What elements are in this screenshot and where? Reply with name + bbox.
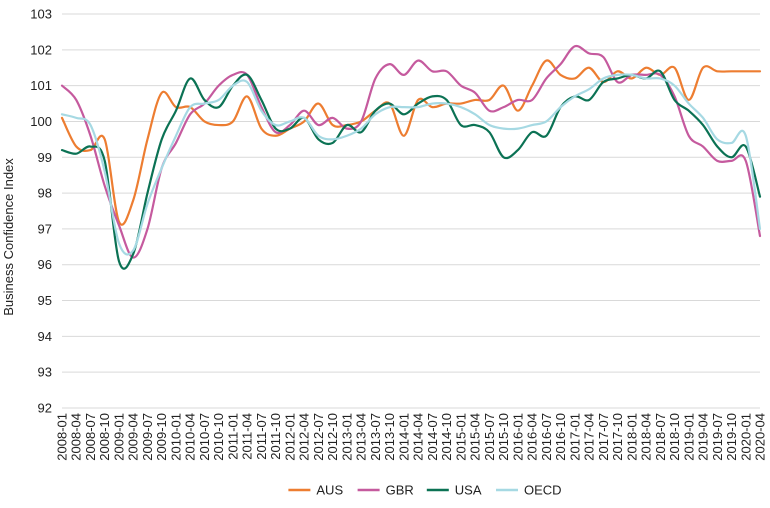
x-tick-label: 2015-10 bbox=[496, 413, 511, 461]
x-tick-label: 2018-10 bbox=[667, 413, 682, 461]
x-tick-label: 2012-10 bbox=[325, 413, 340, 461]
y-axis-ticks: 92 93 94 95 96 97 98 99 100 101 102 103 bbox=[30, 7, 52, 416]
x-tick-label: 2018-01 bbox=[624, 413, 639, 461]
x-tick-label: 2020-04 bbox=[753, 413, 768, 461]
y-tick-label: 93 bbox=[38, 365, 52, 380]
x-tick-label: 2013-10 bbox=[382, 413, 397, 461]
x-tick-label: 2015-07 bbox=[482, 413, 497, 461]
x-tick-label: 2018-07 bbox=[653, 413, 668, 461]
legend-label-oecd: OECD bbox=[524, 483, 562, 498]
x-tick-label: 2016-10 bbox=[553, 413, 568, 461]
x-tick-label: 2010-10 bbox=[211, 413, 226, 461]
y-tick-label: 94 bbox=[38, 329, 52, 344]
x-tick-label: 2008-10 bbox=[97, 413, 112, 461]
x-tick-label: 2012-01 bbox=[282, 413, 297, 461]
series-line-oecd bbox=[60, 73, 762, 256]
x-tick-label: 2019-04 bbox=[696, 413, 711, 461]
legend-label-usa: USA bbox=[455, 483, 482, 498]
x-tick-label: 2010-07 bbox=[197, 413, 212, 461]
x-tick-label: 2016-04 bbox=[525, 413, 540, 461]
x-tick-label: 2008-04 bbox=[69, 413, 84, 461]
x-tick-label: 2014-10 bbox=[439, 413, 454, 461]
x-tick-label: 2019-07 bbox=[710, 413, 725, 461]
series-line-gbr bbox=[60, 44, 762, 259]
x-tick-label: 2019-10 bbox=[724, 413, 739, 461]
x-tick-label: 2014-07 bbox=[425, 413, 440, 461]
x-tick-label: 2009-07 bbox=[140, 413, 155, 461]
x-tick-label: 2014-04 bbox=[411, 413, 426, 461]
legend: AUS GBR USA OECD bbox=[288, 483, 562, 498]
x-tick-label: 2009-04 bbox=[126, 413, 141, 461]
series-line-usa bbox=[60, 69, 762, 270]
legend-label-gbr: GBR bbox=[386, 483, 414, 498]
x-tick-label: 2017-04 bbox=[582, 413, 597, 461]
series-line-aus bbox=[60, 59, 762, 226]
x-tick-label: 2017-07 bbox=[596, 413, 611, 461]
x-tick-label: 2014-01 bbox=[396, 413, 411, 461]
x-tick-label: 2013-01 bbox=[339, 413, 354, 461]
x-tick-label: 2017-01 bbox=[567, 413, 582, 461]
x-tick-label: 2016-01 bbox=[510, 413, 525, 461]
x-tick-label: 2012-04 bbox=[297, 413, 312, 461]
y-tick-label: 101 bbox=[30, 78, 52, 93]
x-tick-label: 2016-07 bbox=[539, 413, 554, 461]
y-tick-label: 96 bbox=[38, 257, 52, 272]
x-tick-label: 2009-10 bbox=[154, 413, 169, 461]
y-tick-label: 100 bbox=[30, 114, 52, 129]
x-tick-label: 2009-01 bbox=[111, 413, 126, 461]
x-tick-label: 2018-04 bbox=[639, 413, 654, 461]
y-tick-label: 97 bbox=[38, 221, 52, 236]
x-tick-label: 2010-04 bbox=[183, 413, 198, 461]
y-tick-label: 102 bbox=[30, 42, 52, 57]
x-tick-label: 2013-07 bbox=[368, 413, 383, 461]
y-tick-label: 98 bbox=[38, 186, 52, 201]
x-tick-label: 2015-01 bbox=[453, 413, 468, 461]
y-tick-label: 99 bbox=[38, 150, 52, 165]
x-tick-label: 2020-01 bbox=[738, 413, 753, 461]
x-tick-label: 2017-10 bbox=[610, 413, 625, 461]
x-tick-label: 2011-07 bbox=[254, 413, 269, 460]
x-tick-label: 2013-04 bbox=[354, 413, 369, 461]
y-tick-label: 92 bbox=[38, 401, 52, 416]
series-layer bbox=[60, 44, 762, 270]
x-tick-label: 2008-07 bbox=[83, 413, 98, 461]
x-tick-label: 2011-10 bbox=[268, 413, 283, 460]
x-tick-label: 2011-04 bbox=[240, 413, 255, 460]
x-tick-label: 2010-01 bbox=[168, 413, 183, 461]
x-tick-label: 2012-07 bbox=[311, 413, 326, 461]
x-axis-ticks: 2008-01 2008-04 2008-07 2008-10 2009-01 2009-… bbox=[55, 413, 768, 461]
y-tick-label: 103 bbox=[30, 7, 52, 22]
x-tick-label: 2015-04 bbox=[468, 413, 483, 461]
x-tick-label: 2019-01 bbox=[681, 413, 696, 461]
y-axis-title: Business Confidence Index bbox=[1, 158, 16, 316]
x-tick-label: 2011-01 bbox=[225, 413, 240, 460]
y-tick-label: 95 bbox=[38, 293, 52, 308]
x-tick-label: 2008-01 bbox=[55, 413, 70, 461]
legend-label-aus: AUS bbox=[316, 483, 343, 498]
